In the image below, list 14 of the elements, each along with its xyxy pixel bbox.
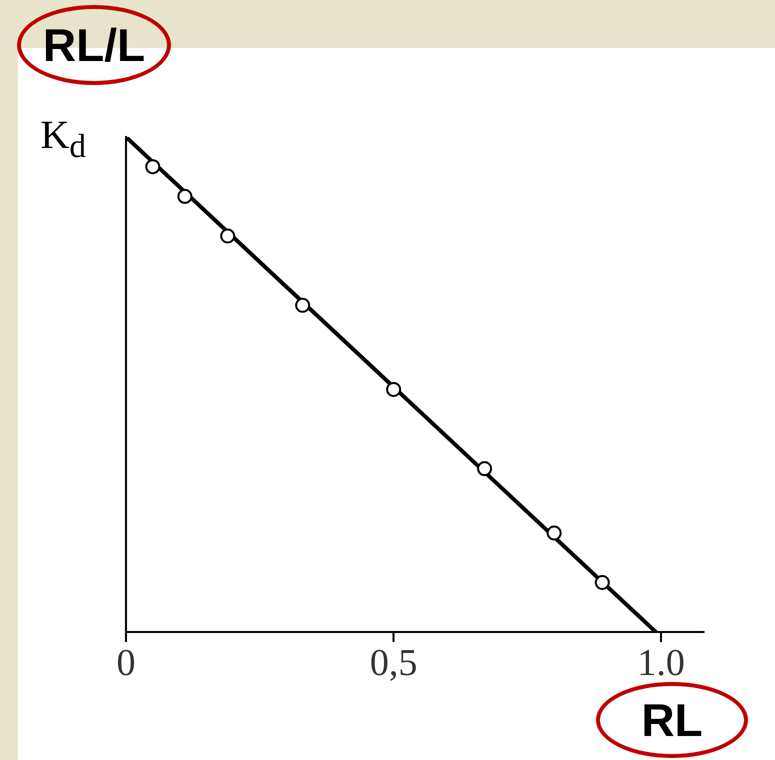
point — [594, 575, 610, 590]
point — [295, 298, 310, 313]
point — [177, 188, 192, 204]
y-axis-title: RL/L — [42, 19, 146, 71]
x-tick-label: 0 — [116, 642, 136, 684]
point — [220, 228, 236, 244]
annotation: K$_{d}$ — [40, 112, 86, 165]
x-axis-title: RL — [641, 694, 703, 746]
point — [477, 461, 492, 476]
point — [386, 382, 402, 397]
x-tick-label: 0,5 — [370, 642, 418, 684]
point — [546, 526, 562, 540]
x-tick-label: 1.0 — [637, 642, 685, 684]
point — [145, 159, 160, 174]
